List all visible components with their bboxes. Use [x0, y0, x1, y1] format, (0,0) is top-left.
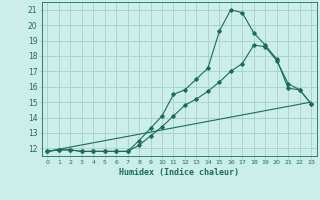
X-axis label: Humidex (Indice chaleur): Humidex (Indice chaleur) — [119, 168, 239, 177]
